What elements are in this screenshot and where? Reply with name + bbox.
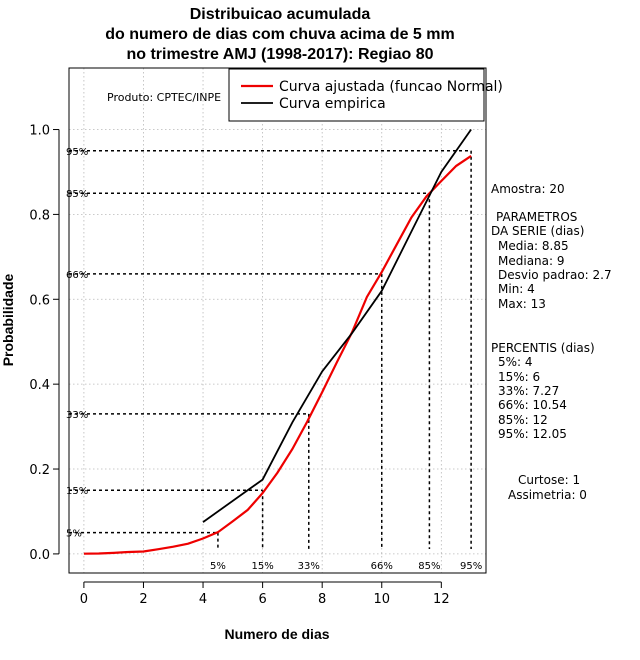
param-min: Min: 4: [498, 282, 535, 296]
percentil-15: 15%: 6: [498, 370, 541, 384]
percentile-x-label: 66%: [371, 561, 393, 572]
percentil-85: 85%: 12: [498, 413, 548, 427]
percentile-y-label: 33%: [66, 410, 88, 421]
chart-title-line-2: do numero de dias com chuva acima de 5 m…: [105, 26, 455, 43]
axes: 0 2 4 6 8 10 12 0.0 0.2 0.4 0.6 0.8 1.0: [29, 124, 449, 607]
legend-box: [228, 68, 485, 122]
chart-title-line-3: no trimestre AMJ (1998-2017): Regiao 80: [126, 46, 434, 63]
legend: Curva ajustada (funcao Normal) Curva emp…: [228, 68, 503, 122]
percentil-66: 66%: 10.54: [498, 398, 567, 412]
y-axis-title: Probabilidade: [0, 274, 16, 367]
x-tick-label: 0: [80, 592, 88, 607]
percentile-y-label: 85%: [66, 189, 88, 200]
param-desvio: Desvio padrao: 2.7: [498, 268, 612, 282]
y-tick-label: 0.2: [29, 463, 50, 478]
percentile-y-label: 95%: [66, 147, 88, 158]
series: [83, 128, 472, 555]
grid: [69, 68, 486, 573]
percentile-x-label: 15%: [251, 561, 273, 572]
percentil-5: 5%: 4: [498, 355, 533, 369]
param-media: Media: 8.85: [498, 239, 569, 253]
percentis-title: PERCENTIS (dias): [491, 341, 595, 355]
percentile-x-label: 5%: [210, 561, 226, 572]
params-title-2: DA SERIE (dias): [491, 224, 585, 238]
curtose: Curtose: 1: [518, 473, 581, 487]
x-tick-label: 12: [433, 592, 450, 607]
plot-frame: [68, 67, 487, 574]
chart-title-line-1: Distribuicao acumulada: [189, 6, 371, 23]
empirical-curve: [202, 128, 472, 523]
x-tick-label: 2: [139, 592, 147, 607]
y-tick-label: 0.0: [29, 548, 50, 563]
x-tick-label: 8: [318, 592, 326, 607]
y-tick-label: 1.0: [29, 124, 50, 139]
y-tick-label: 0.8: [29, 208, 50, 223]
x-tick-label: 10: [373, 592, 390, 607]
product-label: Produto: CPTEC/INPE: [107, 91, 221, 104]
param-mediana: Mediana: 9: [498, 254, 565, 268]
percentil-95: 95%: 12.05: [498, 427, 567, 441]
y-tick-label: 0.6: [29, 293, 50, 308]
x-tick-label: 4: [199, 592, 207, 607]
legend-empirical-label: Curva empirica: [279, 96, 386, 112]
y-tick-label: 0.4: [29, 378, 50, 393]
percentil-33: 33%: 7.27: [498, 384, 560, 398]
assimetria: Assimetria: 0: [508, 488, 587, 502]
percentile-y-label: 66%: [66, 270, 88, 281]
percentile-guides: 5% 5% 15% 15% 33% 33% 66% 66% 85% 85% 95% 95%: [66, 147, 482, 572]
param-max: Max: 13: [498, 297, 546, 311]
fitted-normal-curve: [83, 154, 472, 555]
percentile-y-label: 5%: [66, 529, 82, 540]
legend-fitted-label: Curva ajustada (funcao Normal): [279, 79, 503, 95]
params-title-1: PARAMETROS: [496, 210, 578, 224]
percentile-x-label: 85%: [418, 561, 440, 572]
x-axis-title: Numero de dias: [224, 626, 329, 642]
percentile-y-label: 15%: [66, 486, 88, 497]
percentile-x-label: 33%: [298, 561, 320, 572]
sample-size: Amostra: 20: [491, 182, 565, 196]
percentile-x-label: 95%: [460, 561, 482, 572]
x-tick-label: 6: [258, 592, 266, 607]
